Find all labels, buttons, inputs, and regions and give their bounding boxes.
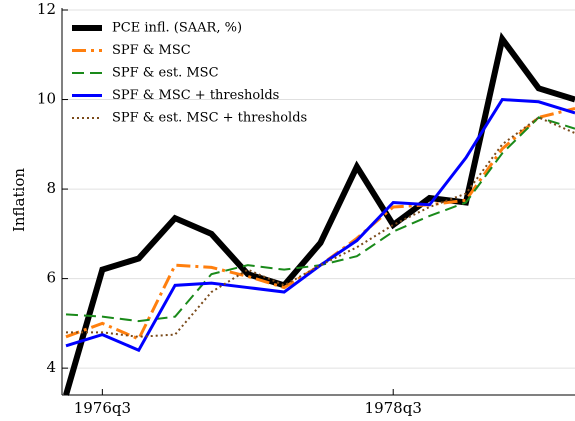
y-tick-label: 12: [37, 0, 56, 18]
series-line: [65, 116, 575, 323]
series-line: [63, 32, 575, 396]
series-line: [65, 97, 575, 353]
series-line: [65, 107, 575, 341]
y-tick-label: 6: [46, 269, 56, 287]
legend-label: SPF & est. MSC + thresholds: [112, 111, 307, 126]
series-line: [66, 116, 575, 338]
y-tick-label: 10: [37, 90, 56, 108]
legend-label: PCE infl. (SAAR, %): [112, 21, 242, 36]
legend-label: SPF & MSC: [112, 43, 191, 58]
y-tick-label: 8: [46, 179, 56, 197]
y-axis-label: Inflation: [10, 168, 28, 232]
y-tick-label: 4: [46, 358, 56, 376]
legend-label: SPF & MSC + thresholds: [112, 88, 279, 103]
legend-label: SPF & est. MSC: [112, 66, 219, 81]
x-tick-label: 1976q3: [74, 399, 131, 417]
x-tick-label: 1978q3: [365, 399, 422, 417]
